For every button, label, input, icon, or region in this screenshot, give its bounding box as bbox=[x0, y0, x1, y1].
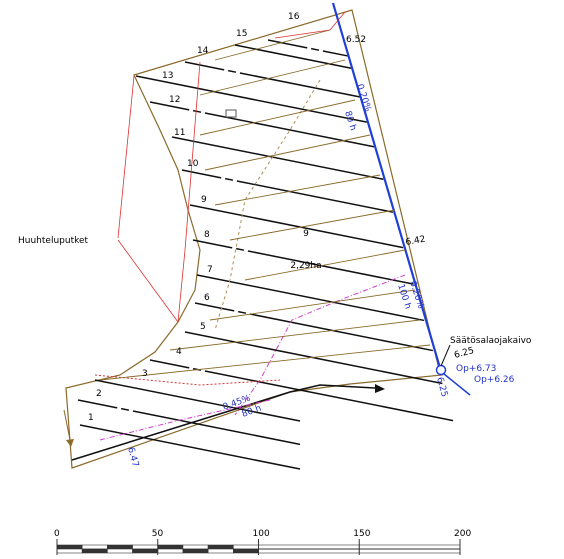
drain bbox=[197, 275, 424, 320]
field-boundary bbox=[66, 10, 442, 468]
drain-number: 8 bbox=[204, 230, 210, 240]
drain-number: 11 bbox=[174, 128, 185, 138]
drain-number: 10 bbox=[187, 159, 199, 169]
field-line bbox=[170, 320, 420, 350]
flush-label: Huuhteluputket bbox=[18, 236, 89, 246]
well bbox=[437, 366, 446, 375]
level: 6.42 bbox=[405, 235, 426, 248]
level: 6.25 bbox=[434, 376, 449, 398]
drain bbox=[235, 45, 351, 68]
scale-segment bbox=[208, 549, 233, 553]
slope: 0.20% bbox=[354, 83, 372, 114]
scale-segment bbox=[233, 545, 258, 549]
scale-segment bbox=[107, 549, 132, 553]
drain-number: 13 bbox=[162, 71, 173, 81]
scale-segment bbox=[158, 545, 183, 549]
scale-segment bbox=[183, 549, 208, 553]
scale-segment bbox=[82, 549, 107, 553]
drain-number: 12 bbox=[169, 95, 180, 105]
level: 6.25 bbox=[453, 346, 475, 361]
drain-number: 3 bbox=[142, 369, 148, 379]
field-line bbox=[230, 210, 395, 240]
flush-pipe bbox=[275, 12, 345, 38]
area-number: 9 bbox=[303, 229, 309, 239]
drain-number: 1 bbox=[88, 413, 94, 423]
field-line bbox=[210, 290, 415, 320]
flush-pipe bbox=[178, 62, 200, 322]
flush-pipe bbox=[118, 76, 134, 238]
field-line bbox=[100, 345, 430, 380]
symbol bbox=[226, 110, 236, 117]
well-bottom: Op+6.26 bbox=[474, 375, 515, 385]
drain bbox=[182, 170, 393, 212]
drain bbox=[190, 205, 403, 248]
scale-segment bbox=[133, 549, 158, 553]
drain-number: 6 bbox=[204, 293, 210, 303]
arrow bbox=[375, 384, 385, 393]
scale-bar: 0 50 100 150 200 bbox=[54, 529, 471, 555]
area-size: 2,29ha bbox=[290, 261, 321, 271]
field-lines bbox=[100, 30, 430, 380]
scale-label: 200 bbox=[454, 529, 471, 539]
field-line bbox=[200, 100, 355, 135]
scale-segment bbox=[183, 545, 208, 549]
drain bbox=[172, 137, 383, 179]
level: 6.47 bbox=[125, 446, 140, 468]
level: 6.52 bbox=[346, 35, 366, 45]
drain bbox=[150, 360, 453, 421]
scale-label: 50 bbox=[152, 529, 164, 539]
scale-label: 150 bbox=[353, 529, 370, 539]
drain-number: 14 bbox=[197, 46, 209, 56]
scale-segment bbox=[57, 545, 82, 549]
drain-number: 2 bbox=[96, 389, 102, 399]
scale-label: 0 bbox=[54, 529, 60, 539]
field-line bbox=[205, 135, 370, 170]
drain bbox=[195, 303, 433, 351]
drain bbox=[78, 400, 300, 444]
drain-number: 7 bbox=[207, 265, 213, 275]
drain-number: 16 bbox=[288, 12, 300, 22]
drain-number: 4 bbox=[176, 347, 182, 357]
field-line bbox=[215, 30, 330, 60]
drain-number: 9 bbox=[201, 195, 207, 205]
scale-segment bbox=[208, 545, 233, 549]
scale-segment bbox=[233, 549, 258, 553]
well-name: Säätösalaojakaivo bbox=[450, 336, 532, 346]
well-top: Op+6.73 bbox=[456, 364, 496, 374]
scale-segment bbox=[158, 549, 183, 553]
drain-number: 5 bbox=[200, 322, 206, 332]
slope-length: 80 h bbox=[342, 110, 358, 132]
leader bbox=[441, 345, 450, 366]
flush-pipe bbox=[118, 240, 178, 322]
scale-segment bbox=[57, 549, 82, 553]
scale-segment bbox=[107, 545, 132, 549]
scale-segment bbox=[133, 545, 158, 549]
field-line bbox=[215, 175, 380, 205]
scale-segment bbox=[82, 545, 107, 549]
drain-number: 15 bbox=[236, 29, 247, 39]
scale-label: 100 bbox=[253, 529, 270, 539]
drain-lines bbox=[78, 40, 453, 469]
drainage-plan: Huuhteluputket 9 2,29ha Säätösalaojakaiv… bbox=[0, 0, 564, 559]
